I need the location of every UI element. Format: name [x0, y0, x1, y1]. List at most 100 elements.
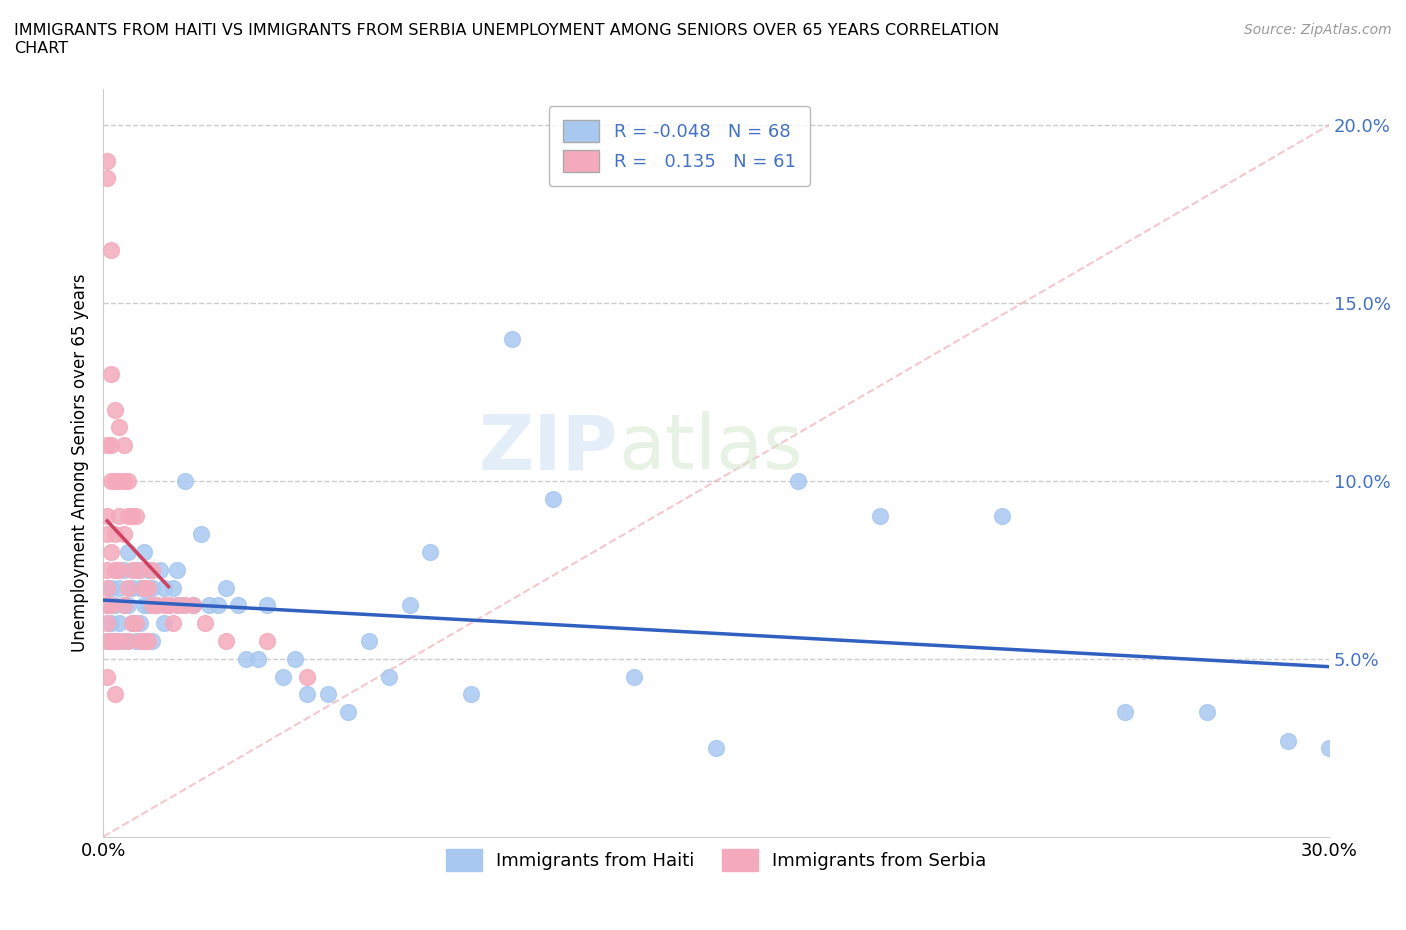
Point: [1114, 705, 1136, 720]
Point: [117, 633, 139, 648]
Point: [181, 598, 204, 613]
Point: [96, 598, 118, 613]
Point: [181, 598, 204, 613]
Point: [460, 687, 482, 702]
Point: [316, 687, 339, 702]
Text: IMMIGRANTS FROM HAITI VS IMMIGRANTS FROM SERBIA UNEMPLOYMENT AMONG SENIORS OVER : IMMIGRANTS FROM HAITI VS IMMIGRANTS FROM…: [14, 23, 1000, 56]
Point: [100, 633, 122, 648]
Point: [132, 598, 155, 613]
Point: [117, 580, 139, 595]
Point: [198, 598, 221, 613]
Point: [129, 633, 152, 648]
Point: [136, 563, 159, 578]
Point: [256, 633, 278, 648]
Point: [190, 526, 212, 541]
Point: [357, 633, 380, 648]
Point: [1277, 733, 1299, 748]
Point: [108, 509, 131, 524]
Point: [501, 331, 523, 346]
Point: [96, 509, 118, 524]
Point: [117, 598, 139, 613]
Point: [153, 598, 176, 613]
Point: [398, 598, 420, 613]
Point: [117, 473, 139, 488]
Point: [132, 545, 155, 560]
Point: [991, 509, 1014, 524]
Point: [125, 509, 148, 524]
Point: [378, 669, 401, 684]
Point: [166, 563, 188, 578]
Point: [226, 598, 249, 613]
Point: [149, 563, 172, 578]
Point: [419, 545, 441, 560]
Point: [100, 616, 122, 631]
Point: [194, 616, 217, 631]
Point: [96, 153, 118, 168]
Point: [121, 580, 143, 595]
Point: [100, 598, 122, 613]
Point: [100, 438, 122, 453]
Point: [869, 509, 891, 524]
Point: [207, 598, 229, 613]
Point: [623, 669, 645, 684]
Point: [104, 473, 127, 488]
Point: [112, 526, 135, 541]
Point: [96, 633, 118, 648]
Point: [141, 580, 163, 595]
Point: [297, 687, 319, 702]
Point: [145, 598, 167, 613]
Point: [121, 563, 143, 578]
Point: [96, 526, 118, 541]
Point: [121, 616, 143, 631]
Point: [132, 633, 155, 648]
Point: [157, 598, 180, 613]
Point: [121, 616, 143, 631]
Point: [112, 598, 135, 613]
Point: [112, 633, 135, 648]
Text: ZIP: ZIP: [478, 411, 619, 485]
Point: [104, 526, 127, 541]
Point: [136, 633, 159, 648]
Point: [145, 598, 167, 613]
Point: [108, 633, 131, 648]
Point: [153, 616, 176, 631]
Point: [104, 403, 127, 418]
Point: [129, 580, 152, 595]
Point: [1317, 740, 1340, 755]
Point: [108, 563, 131, 578]
Point: [96, 438, 118, 453]
Point: [162, 580, 184, 595]
Point: [108, 420, 131, 435]
Point: [141, 633, 163, 648]
Point: [153, 580, 176, 595]
Point: [104, 563, 127, 578]
Point: [132, 580, 155, 595]
Point: [129, 616, 152, 631]
Point: [136, 580, 159, 595]
Point: [247, 651, 270, 666]
Point: [170, 598, 193, 613]
Point: [104, 633, 127, 648]
Point: [104, 633, 127, 648]
Point: [125, 633, 148, 648]
Point: [96, 580, 118, 595]
Point: [104, 598, 127, 613]
Point: [1195, 705, 1218, 720]
Point: [104, 687, 127, 702]
Point: [297, 669, 319, 684]
Point: [100, 473, 122, 488]
Point: [235, 651, 257, 666]
Text: atlas: atlas: [619, 411, 803, 485]
Point: [112, 473, 135, 488]
Point: [108, 580, 131, 595]
Point: [256, 598, 278, 613]
Point: [108, 473, 131, 488]
Point: [141, 598, 163, 613]
Point: [541, 491, 564, 506]
Y-axis label: Unemployment Among Seniors over 65 years: Unemployment Among Seniors over 65 years: [72, 273, 89, 652]
Point: [108, 616, 131, 631]
Point: [117, 545, 139, 560]
Point: [786, 473, 808, 488]
Point: [215, 633, 238, 648]
Point: [100, 580, 122, 595]
